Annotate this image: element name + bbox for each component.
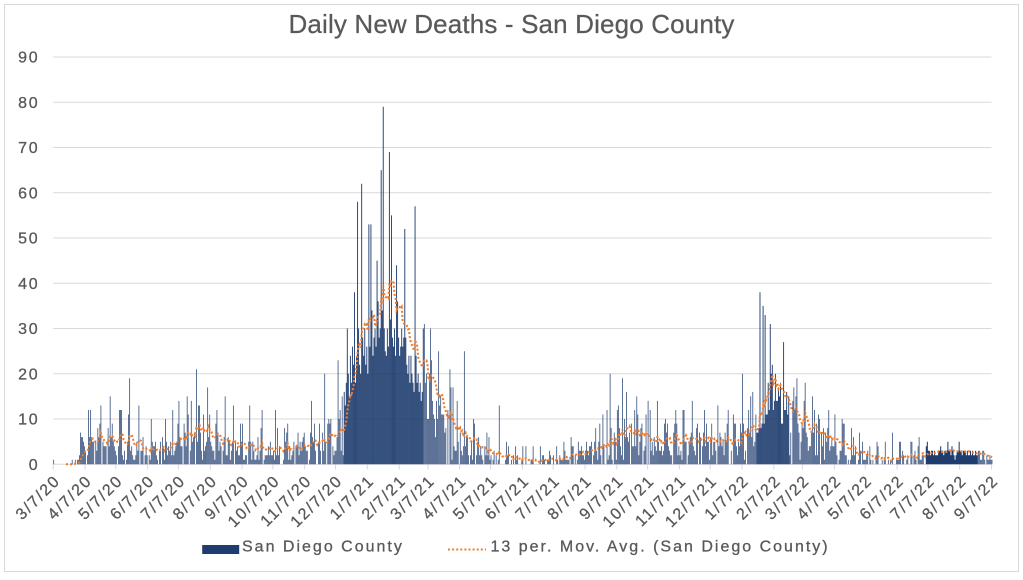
svg-text:10: 10 bbox=[18, 412, 39, 429]
svg-text:13 per. Mov. Avg. (San Diego C: 13 per. Mov. Avg. (San Diego County) bbox=[491, 538, 830, 555]
svg-text:90: 90 bbox=[18, 50, 39, 67]
svg-text:San Diego County: San Diego County bbox=[242, 538, 404, 555]
svg-text:0: 0 bbox=[29, 457, 40, 474]
svg-text:20: 20 bbox=[18, 366, 39, 383]
svg-text:40: 40 bbox=[18, 276, 39, 293]
svg-text:Daily New Deaths - San Diego C: Daily New Deaths - San Diego County bbox=[288, 9, 734, 39]
svg-text:50: 50 bbox=[18, 231, 39, 248]
svg-text:80: 80 bbox=[18, 95, 39, 112]
svg-text:60: 60 bbox=[18, 185, 39, 202]
svg-text:70: 70 bbox=[18, 140, 39, 157]
svg-text:30: 30 bbox=[18, 321, 39, 338]
